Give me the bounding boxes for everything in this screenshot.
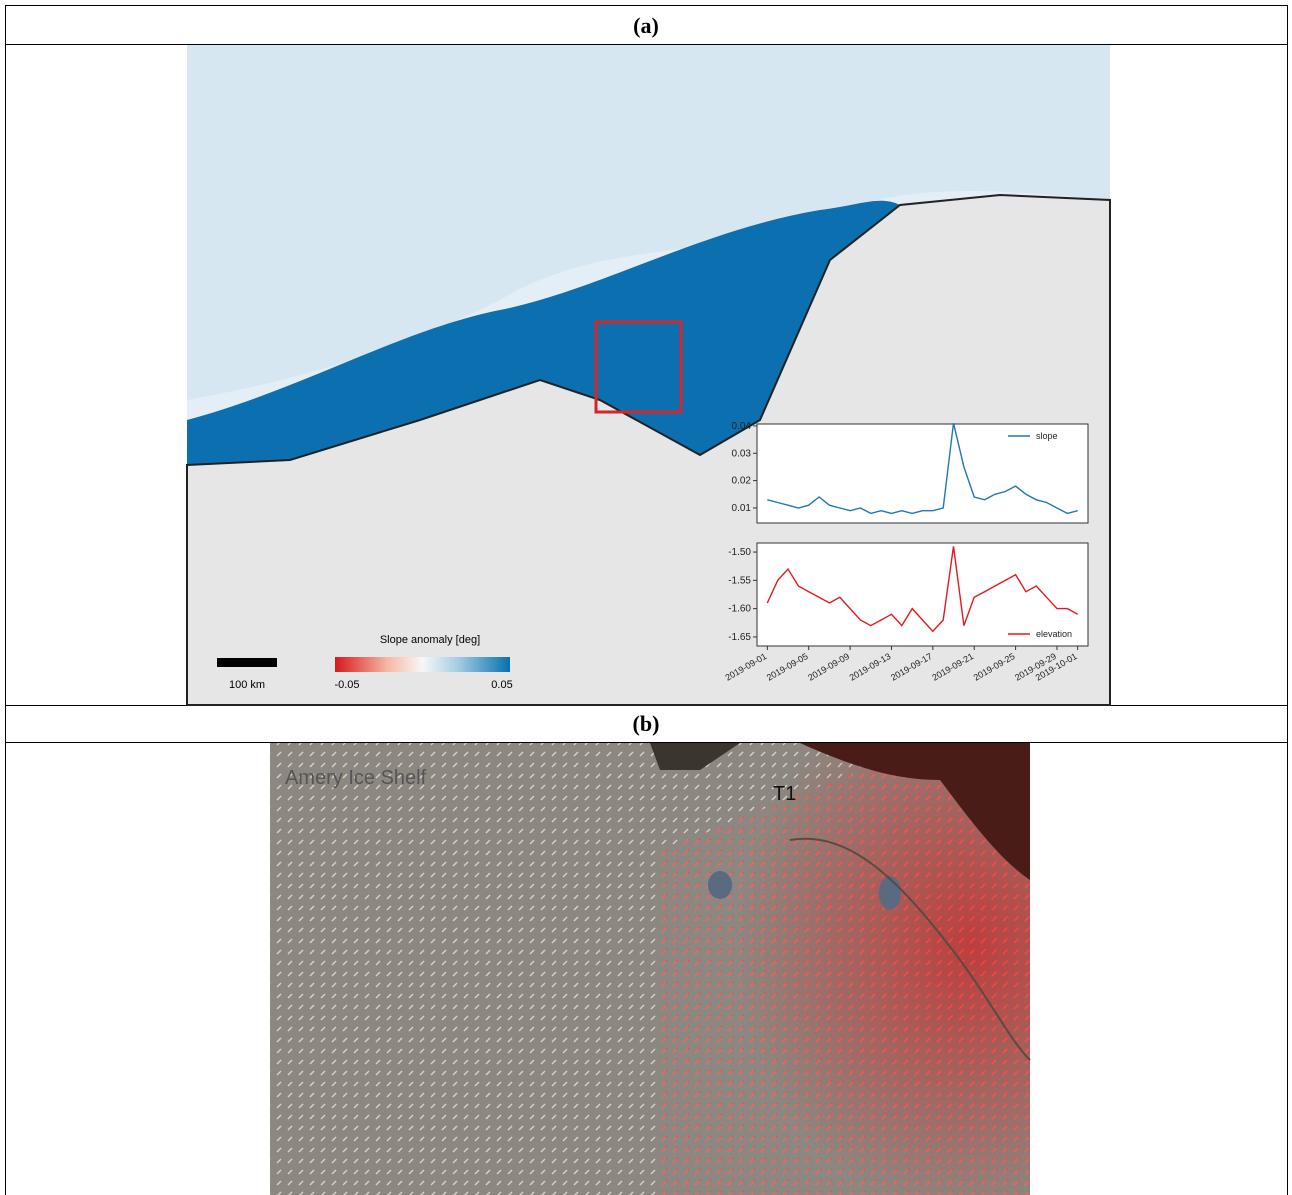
- y-tick-label: 0.04: [732, 421, 752, 432]
- y-tick-label: -1.50: [728, 547, 751, 558]
- page: {"panels": [ {"label": "(a)", "scale_bar…: [0, 0, 1292, 1195]
- y-tick-label: -1.65: [728, 632, 751, 643]
- y-tick-label: -1.55: [728, 575, 751, 586]
- y-tick-label: 0.01: [732, 503, 752, 514]
- y-tick-label: 0.03: [732, 448, 752, 459]
- figure: 100 km Slope anomaly [deg] -0.05 0.05 T1…: [0, 0, 1292, 1195]
- satellite-image: T1 Amery Ice Shelf: [270, 743, 1030, 1195]
- scale-label: 100 km: [229, 679, 265, 691]
- colorbar-title: Slope anomaly [deg]: [380, 634, 480, 646]
- y-tick-label: -1.60: [728, 604, 751, 615]
- colorbar-label: -0.05: [334, 679, 359, 691]
- annotation: Amery Ice Shelf: [285, 767, 427, 789]
- y-tick-label: 0.02: [732, 476, 752, 487]
- colorbar-label: 0.05: [491, 679, 512, 691]
- annotation: T1: [773, 783, 796, 805]
- legend-label: elevation: [1036, 629, 1072, 639]
- legend-label: slope: [1036, 431, 1058, 441]
